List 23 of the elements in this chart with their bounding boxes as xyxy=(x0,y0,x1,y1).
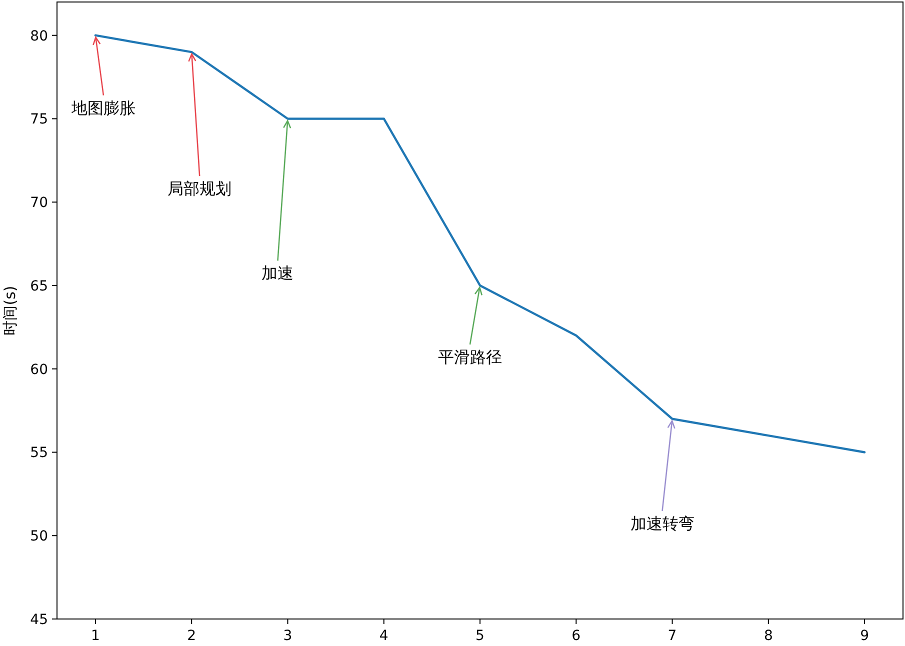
y-axis-title: 时间(s) xyxy=(1,286,19,336)
x-tick-label: 6 xyxy=(572,628,581,644)
y-tick-label: 80 xyxy=(30,28,48,44)
x-tick-label: 3 xyxy=(283,628,292,644)
x-tick-label: 7 xyxy=(668,628,677,644)
y-tick-label: 70 xyxy=(30,195,48,212)
y-tick-label: 45 xyxy=(30,612,48,628)
y-tick-label: 60 xyxy=(30,362,48,378)
y-tick-label: 50 xyxy=(30,528,48,545)
x-tick-label: 9 xyxy=(860,628,870,644)
x-tick-label: 4 xyxy=(379,628,388,644)
annotation: 加速 xyxy=(262,264,294,283)
annotation: 局部规划 xyxy=(168,179,232,198)
x-tick-label: 8 xyxy=(764,628,773,644)
annotation: 地图膨胀 xyxy=(70,98,136,118)
y-tick-label: 65 xyxy=(30,278,48,294)
annotation: 加速转弯 xyxy=(630,514,694,533)
y-tick-label: 55 xyxy=(30,445,48,462)
x-tick-label: 2 xyxy=(187,628,196,644)
annotation: 平滑路径 xyxy=(438,347,502,366)
y-tick-label: 75 xyxy=(30,112,48,128)
x-tick-label: 5 xyxy=(476,628,484,644)
x-tick-label: 1 xyxy=(90,628,100,644)
